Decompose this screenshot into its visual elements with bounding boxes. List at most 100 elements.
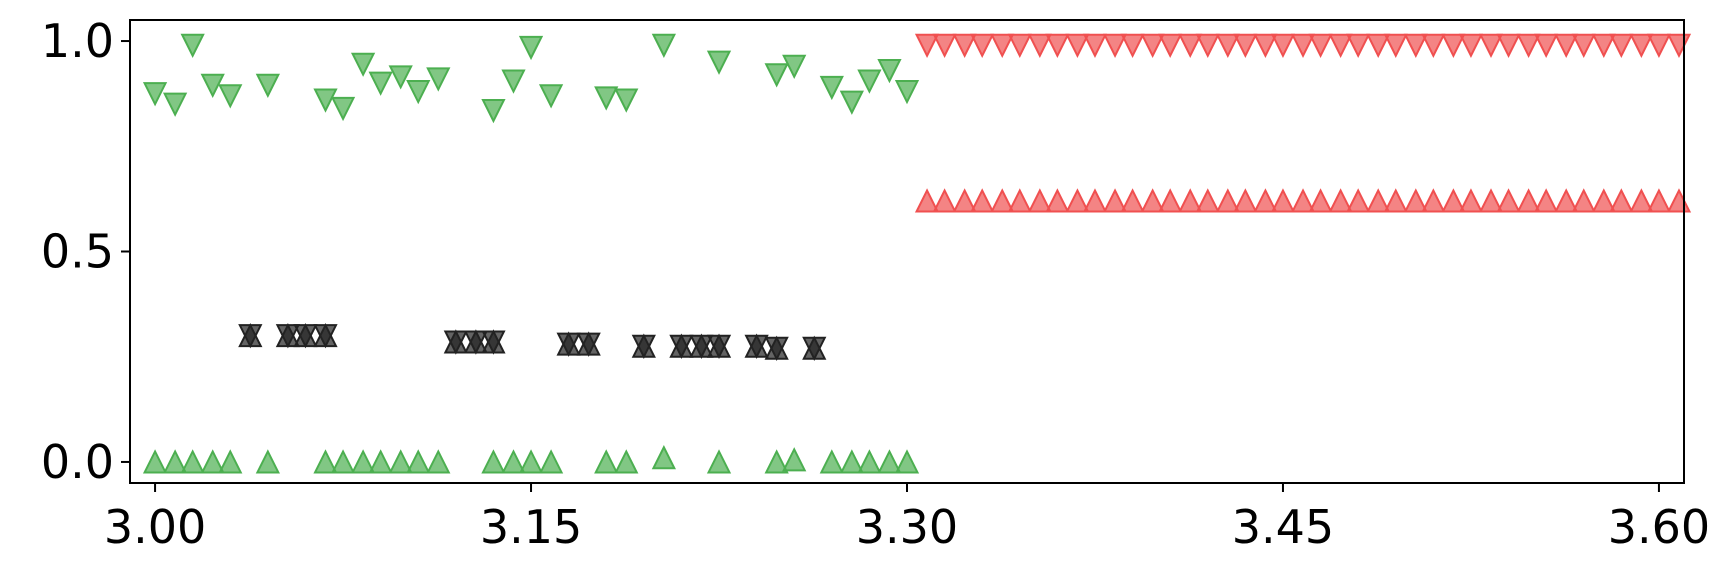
data-point [501, 449, 526, 474]
data-point [1421, 188, 1446, 213]
data-point [1441, 33, 1466, 58]
data-point [877, 59, 902, 84]
data-point [970, 33, 995, 58]
data-point [1421, 33, 1446, 58]
data-point [1215, 188, 1240, 213]
data-point [406, 80, 431, 105]
data-point [1158, 188, 1183, 213]
data-point [990, 188, 1015, 213]
data-point [1140, 33, 1165, 58]
data-point [1496, 33, 1521, 58]
data-point [1571, 33, 1596, 58]
data-point [313, 88, 338, 113]
data-point [313, 324, 338, 349]
data-point [1516, 33, 1541, 58]
data-point [1496, 188, 1521, 213]
data-point [1666, 33, 1692, 58]
data-point [200, 449, 225, 474]
data-point [368, 449, 393, 474]
data-point [1403, 33, 1428, 58]
data-point [594, 86, 619, 111]
data-point [1215, 33, 1240, 58]
data-point [200, 73, 225, 98]
data-point [556, 332, 581, 357]
data-point [1646, 33, 1672, 58]
data-point [1478, 33, 1504, 58]
data-point [313, 449, 338, 474]
data-point [782, 447, 807, 472]
data-point [1270, 33, 1296, 58]
data-point [990, 33, 1015, 58]
y-axis: 0.0 0.5 1.0 [41, 14, 130, 489]
data-point [764, 336, 789, 362]
data-point [481, 98, 506, 124]
chart-marks [142, 33, 1692, 474]
data-point [1308, 188, 1333, 213]
data-point [594, 449, 619, 474]
data-point [689, 334, 714, 359]
data-point [1290, 188, 1316, 213]
data-point [1065, 33, 1090, 58]
data-point [857, 69, 882, 94]
data-point [1403, 188, 1428, 213]
data-point [518, 35, 544, 61]
data-point [1478, 188, 1504, 213]
data-point [952, 188, 977, 213]
x-axis: 3.00 3.15 3.30 3.45 3.60 [104, 483, 1710, 554]
data-point [501, 69, 526, 94]
data-point [706, 334, 732, 359]
y-tick-label: 1.0 [41, 14, 114, 68]
data-point [142, 449, 168, 474]
data-point [877, 449, 902, 474]
data-point [651, 33, 676, 58]
data-point [576, 332, 601, 357]
data-point [1328, 188, 1353, 213]
data-point [238, 324, 263, 349]
data-point [1458, 188, 1484, 213]
data-point [1554, 33, 1579, 58]
data-point [1045, 188, 1070, 213]
data-point [538, 449, 564, 474]
data-point [293, 324, 318, 349]
data-point [857, 449, 882, 474]
data-point [1178, 33, 1203, 58]
data-point [1516, 188, 1541, 213]
data-point [481, 449, 506, 474]
data-point [1253, 188, 1278, 213]
data-point [1666, 188, 1692, 213]
data-point [819, 449, 844, 474]
series-5 [914, 188, 1692, 213]
data-point [162, 92, 188, 117]
data-point [1591, 33, 1616, 58]
data-point [1308, 33, 1333, 58]
data-point [839, 449, 864, 474]
data-point [1178, 188, 1203, 213]
data-point [1609, 188, 1634, 213]
data-point [952, 33, 977, 58]
data-point [180, 33, 205, 58]
data-point [1629, 188, 1654, 213]
data-point [1082, 188, 1108, 213]
data-point [350, 449, 376, 474]
data-point [1270, 188, 1296, 213]
data-point [614, 88, 639, 113]
x-tick-label: 3.45 [1232, 500, 1334, 554]
data-point [388, 65, 413, 90]
data-point [932, 188, 957, 213]
data-point [1102, 188, 1128, 213]
data-point [518, 449, 544, 474]
data-point [443, 330, 468, 355]
data-point [1195, 188, 1220, 213]
data-point [255, 73, 280, 98]
y-tick-label: 0.0 [41, 435, 114, 489]
data-point [1346, 188, 1371, 213]
series-1 [142, 445, 920, 474]
data-point [218, 449, 243, 474]
data-point [1120, 188, 1145, 213]
data-point [782, 54, 807, 80]
data-point [1591, 188, 1616, 213]
data-point [1366, 33, 1391, 58]
data-point [388, 449, 413, 474]
data-point [1007, 33, 1032, 58]
